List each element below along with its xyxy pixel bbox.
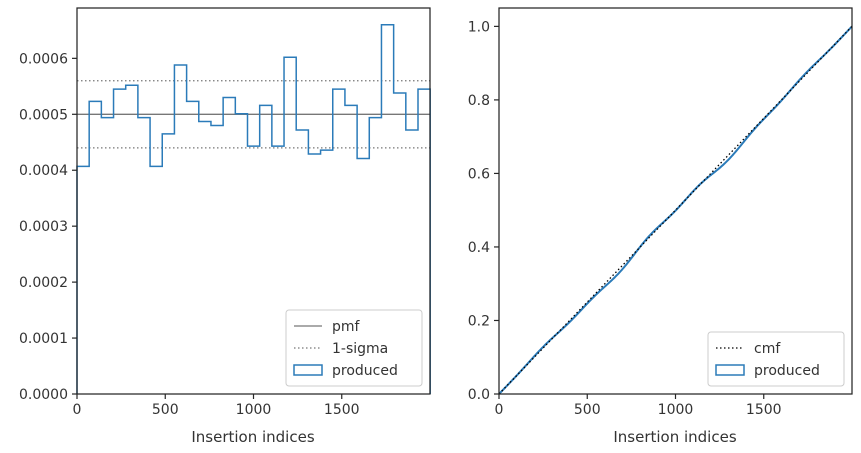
pmf-legend-handle-produced bbox=[293, 364, 323, 376]
pmf-x-axis-label: Insertion indices bbox=[191, 428, 314, 446]
cmf-plot-area bbox=[498, 25, 853, 395]
pmf-y-tick-label: 0.0003 bbox=[19, 219, 68, 235]
cmf-y-tick-label: 0.8 bbox=[468, 93, 490, 109]
cmf-x-tick-label: 500 bbox=[574, 402, 601, 418]
cmf-y-ticks: 0.0 0.2 0.4 0.6 0.8 1.0 bbox=[468, 19, 499, 403]
pmf-y-tick-label: 0.0005 bbox=[19, 107, 68, 123]
pmf-x-ticks: 0 500 1000 1500 bbox=[73, 394, 360, 418]
pmf-y-tick-label: 0.0000 bbox=[19, 387, 68, 403]
pmf-y-tick-label: 0.0001 bbox=[19, 331, 68, 347]
pmf-plot-area bbox=[76, 24, 431, 394]
cmf-y-tick-label: 0.0 bbox=[468, 387, 490, 403]
cmf-legend: cmf produced bbox=[707, 331, 845, 387]
cmf-x-axis-label: Insertion indices bbox=[613, 428, 736, 446]
pmf-legend-label: pmf bbox=[332, 319, 361, 335]
cmf-x-tick-label: 1500 bbox=[746, 402, 782, 418]
pmf-y-tick-label: 0.0004 bbox=[19, 163, 68, 179]
cmf-legend-label: produced bbox=[754, 363, 820, 379]
cmf-y-tick-label: 0.2 bbox=[468, 313, 490, 329]
pmf-x-tick-label: 500 bbox=[152, 402, 179, 418]
cmf-x-tick-label: 1000 bbox=[658, 402, 694, 418]
cmf-line bbox=[498, 25, 853, 395]
pmf-panel: 0 500 1000 1500 0.00000.00010.00020.00030.0… bbox=[19, 7, 431, 446]
pmf-x-tick-label: 0 bbox=[73, 402, 82, 418]
cmf-legend-label: cmf bbox=[754, 341, 781, 357]
pmf-x-tick-label: 1500 bbox=[324, 402, 360, 418]
pmf-y-tick-label: 0.0002 bbox=[19, 275, 68, 291]
cmf-x-ticks: 0 500 1000 1500 bbox=[495, 394, 782, 418]
cmf-legend-handle-produced bbox=[715, 364, 745, 376]
cmf-y-tick-label: 0.6 bbox=[468, 166, 490, 182]
cmf-x-tick-label: 0 bbox=[495, 402, 504, 418]
pmf-legend: pmf 1-sigma produced bbox=[285, 309, 423, 387]
pmf-legend-label: 1-sigma bbox=[332, 341, 388, 357]
pmf-legend-box bbox=[285, 309, 423, 387]
pmf-x-tick-label: 1000 bbox=[236, 402, 272, 418]
pmf-y-tick-label: 0.0006 bbox=[19, 51, 68, 67]
cmf-legend-box bbox=[707, 331, 845, 387]
cmf-y-tick-label: 0.4 bbox=[468, 240, 490, 256]
produced-step-series bbox=[76, 24, 431, 394]
cmf-y-tick-label: 1.0 bbox=[468, 19, 490, 35]
cmf-panel: 0 500 1000 1500 0.0 0.2 0.4 0.6 0.8 1.0 Insertio… bbox=[468, 7, 853, 446]
pmf-y-ticks: 0.0000 0.0001 0.0002 0.0003 0.0004 0.0005 0.00… bbox=[19, 51, 77, 403]
pmf-legend-label: produced bbox=[332, 363, 398, 379]
